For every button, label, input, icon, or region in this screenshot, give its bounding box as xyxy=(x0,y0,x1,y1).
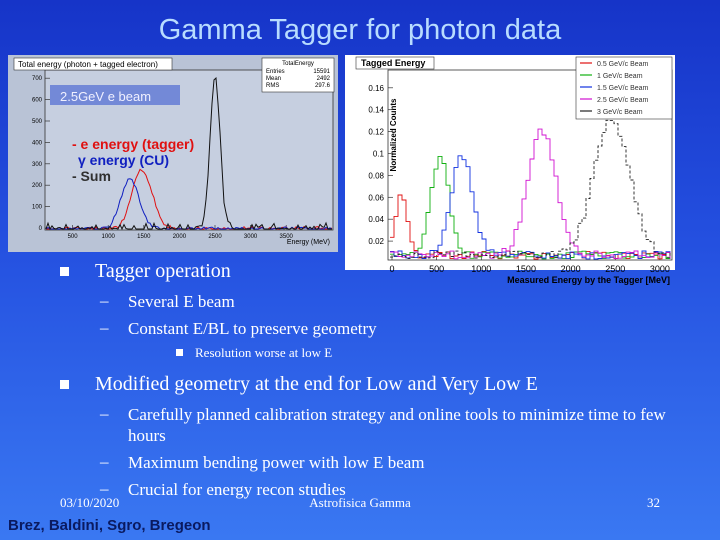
right-plot-title: Tagged Energy xyxy=(361,58,425,68)
y-tick-label: 0.16 xyxy=(368,84,384,93)
y-tick-label: 0.08 xyxy=(368,171,384,180)
annotation: - Sum xyxy=(72,168,111,184)
footer-authors: Brez, Baldini, Sgro, Bregeon xyxy=(8,517,211,534)
sub-bullet-marker: – xyxy=(100,452,109,472)
legend-entry: 2.5 GeV/c Beam xyxy=(597,97,649,104)
x-tick-label: 2000 xyxy=(173,234,187,240)
x-tick-label: 1000 xyxy=(102,234,116,240)
y-tick-label: 0.06 xyxy=(368,193,384,202)
annotation: - e energy (tagger) xyxy=(72,136,194,152)
sub-bullet-text: Carefully planned calibration strategy a… xyxy=(128,404,673,446)
y-tick-label: 600 xyxy=(32,98,43,104)
y-tick-label: 300 xyxy=(32,162,43,168)
sub-bullet-text: Maximum bending power with low E beam xyxy=(128,452,673,473)
x-tick-label: 3500 xyxy=(280,234,294,240)
y-tick-label: 0.1 xyxy=(373,150,385,159)
stats-label: Entries xyxy=(266,69,285,75)
sub-bullet-marker: – xyxy=(100,318,109,338)
footer-center: Astrofisica Gamma xyxy=(260,495,460,511)
y-tick-label: 700 xyxy=(32,76,43,82)
sub-bullet-text: Constant E/BL to preserve geometry xyxy=(128,318,673,339)
footer-date: 03/10/2020 xyxy=(60,495,119,511)
legend-entry: 3 GeV/c Beam xyxy=(597,109,643,116)
stats-value: 2492 xyxy=(317,76,331,82)
sub-bullet-marker: – xyxy=(100,291,109,311)
stats-name: TotalEnergy xyxy=(282,61,314,67)
y-tick-label: 0.02 xyxy=(368,237,384,246)
x-tick-label: 500 xyxy=(68,234,79,240)
bullet-marker xyxy=(60,380,69,389)
y-tick-label: 200 xyxy=(32,183,43,189)
y-tick-label: 100 xyxy=(32,205,43,211)
left-plot-title: Total energy (photon + tagged electron) xyxy=(18,60,158,69)
sub-sub-bullet-marker xyxy=(176,349,183,356)
y-tick-label: 500 xyxy=(32,119,43,125)
annotation: γ energy (CU) xyxy=(78,152,169,168)
y-tick-label: 400 xyxy=(32,140,43,146)
bullet-text: Tagger operation xyxy=(95,260,695,283)
stats-value: 15591 xyxy=(313,69,330,75)
x-tick-label: 2500 xyxy=(208,234,222,240)
x-tick-label: 1500 xyxy=(137,234,151,240)
x-tick-label: 3000 xyxy=(244,234,258,240)
annotation: 2.5GeV e beam xyxy=(60,89,151,104)
sub-bullet-marker: – xyxy=(100,404,109,424)
legend-entry: 1.5 GeV/c Beam xyxy=(597,85,649,92)
y-tick-label: 0.12 xyxy=(368,128,384,137)
sub-sub-bullet-text: Resolution worse at low E xyxy=(195,345,595,361)
left-x-label: Energy (MeV) xyxy=(287,239,330,246)
right-y-label: Normalized Counts xyxy=(389,98,398,171)
bullet-text: Modified geometry at the end for Low and… xyxy=(95,373,695,396)
stats-label: RMS xyxy=(266,83,279,89)
legend-entry: 1 GeV/c Beam xyxy=(597,73,643,80)
y-tick-label: 0.14 xyxy=(368,106,384,115)
bullet-marker xyxy=(60,267,69,276)
stats-value: 297.6 xyxy=(315,83,331,89)
slide: Gamma Tagger for photon data Total energ… xyxy=(0,0,720,540)
footer-page: 32 xyxy=(600,495,660,511)
sub-bullet-text: Several E beam xyxy=(128,291,673,312)
legend-entry: 0.5 GeV/c Beam xyxy=(597,61,649,68)
stats-label: Mean xyxy=(266,76,281,82)
y-tick-label: 0.04 xyxy=(368,215,384,224)
